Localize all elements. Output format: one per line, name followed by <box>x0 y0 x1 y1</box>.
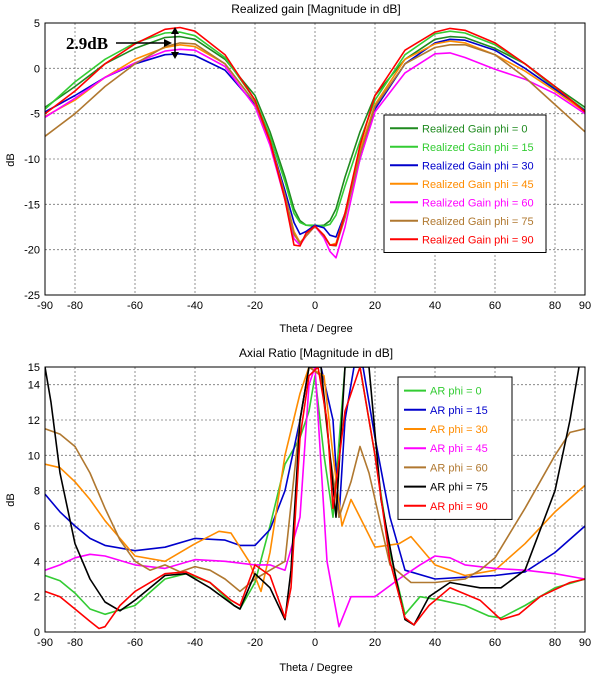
y-tick-label: -10 <box>24 154 40 166</box>
legend-label: Realized Gain phi = 45 <box>422 179 534 191</box>
x-tick-label: 60 <box>489 300 501 312</box>
x-tick-label: -90 <box>37 300 53 312</box>
x-tick-label: -60 <box>127 637 143 649</box>
x-tick-label: 20 <box>369 300 381 312</box>
y-axis-label: dB <box>5 153 17 166</box>
y-tick-label: 15 <box>28 362 40 374</box>
legend-label: Realized Gain phi = 75 <box>422 216 534 228</box>
x-tick-label: -90 <box>37 637 53 649</box>
plot-frame <box>44 366 586 633</box>
gain-difference-annotation: 2.9dB <box>66 27 179 59</box>
x-tick-label: -60 <box>127 300 143 312</box>
x-tick-label: 0 <box>312 300 318 312</box>
x-tick-label: -80 <box>67 300 83 312</box>
legend-label: AR phi = 60 <box>430 462 488 474</box>
y-tick-label: 2 <box>34 592 40 604</box>
x-tick-label: -20 <box>247 637 263 649</box>
y-tick-label: -20 <box>24 245 40 257</box>
x-axis-label: Theta / Degree <box>279 662 352 674</box>
realized-gain-chart: Realized gain [Magnitude in dB] -90 -80 -6… <box>5 2 591 335</box>
x-tick-label: 90 <box>579 637 591 649</box>
y-tick-label: 10 <box>28 450 40 462</box>
x-tick-label: -40 <box>187 300 203 312</box>
plot-frame <box>44 22 586 296</box>
y-tick-label: 0 <box>34 63 40 75</box>
series-lines <box>45 367 585 630</box>
legend-label: Realized Gain phi = 15 <box>422 142 534 154</box>
legend-label: Realized Gain phi = 0 <box>422 123 527 135</box>
x-axis-label: Theta / Degree <box>279 323 352 335</box>
axial-ratio-chart: Axial Ratio [Magnitude in dB] -90 -80 -60 -… <box>5 346 591 674</box>
legend-label: Realized Gain phi = 90 <box>422 234 534 246</box>
y-tick-label: 4 <box>34 556 40 568</box>
legend: AR phi = 0 AR phi = 15 AR phi = 30 AR phi =… <box>397 376 513 520</box>
chart-title: Realized gain [Magnitude in dB] <box>231 2 400 16</box>
legend-label: AR phi = 30 <box>430 424 488 436</box>
legend-label: AR phi = 90 <box>430 501 488 513</box>
x-tick-label: 40 <box>429 637 441 649</box>
legend-label: AR phi = 0 <box>430 386 482 398</box>
y-tick-label: 6 <box>34 521 40 533</box>
x-tick-label: 20 <box>369 637 381 649</box>
legend-label: Realized Gain phi = 60 <box>422 197 534 209</box>
series-line <box>45 367 585 628</box>
x-tick-label: 60 <box>489 637 501 649</box>
tick-labels: -90 -80 -60 -40 -20 0 20 40 60 80 90 5 0 -5 -10 -15 -20 -… <box>24 18 591 312</box>
annotation-arrowhead-down <box>171 52 179 59</box>
legend-label: Realized Gain phi = 30 <box>422 160 534 172</box>
x-tick-label: -40 <box>187 637 203 649</box>
annotation-arrowhead-up <box>171 27 179 34</box>
y-tick-label: 12 <box>28 415 40 427</box>
y-tick-label: -25 <box>24 290 40 302</box>
x-tick-label: 0 <box>312 637 318 649</box>
legend-label: AR phi = 75 <box>430 482 488 494</box>
y-tick-label: -15 <box>24 199 40 211</box>
legend: Realized Gain phi = 0 Realized Gain phi =… <box>383 114 547 253</box>
x-tick-label: 40 <box>429 300 441 312</box>
y-tick-label: 0 <box>34 627 40 639</box>
chart-title: Axial Ratio [Magnitude in dB] <box>239 346 393 360</box>
x-tick-label: 80 <box>549 300 561 312</box>
y-axis-label: dB <box>5 493 17 506</box>
x-tick-label: 80 <box>549 637 561 649</box>
annotation-text: 2.9dB <box>66 34 108 53</box>
legend-label: AR phi = 15 <box>430 405 488 417</box>
x-tick-label: -80 <box>67 637 83 649</box>
x-tick-label: -20 <box>247 300 263 312</box>
y-tick-label: -5 <box>30 109 40 121</box>
y-tick-label: 5 <box>34 18 40 30</box>
y-tick-label: 8 <box>34 486 40 498</box>
legend-label: AR phi = 45 <box>430 443 488 455</box>
series-line <box>45 367 585 619</box>
x-tick-label: 90 <box>579 300 591 312</box>
series-line <box>45 367 585 630</box>
annotation-arrowhead <box>164 39 172 47</box>
y-tick-label: 14 <box>28 380 40 392</box>
